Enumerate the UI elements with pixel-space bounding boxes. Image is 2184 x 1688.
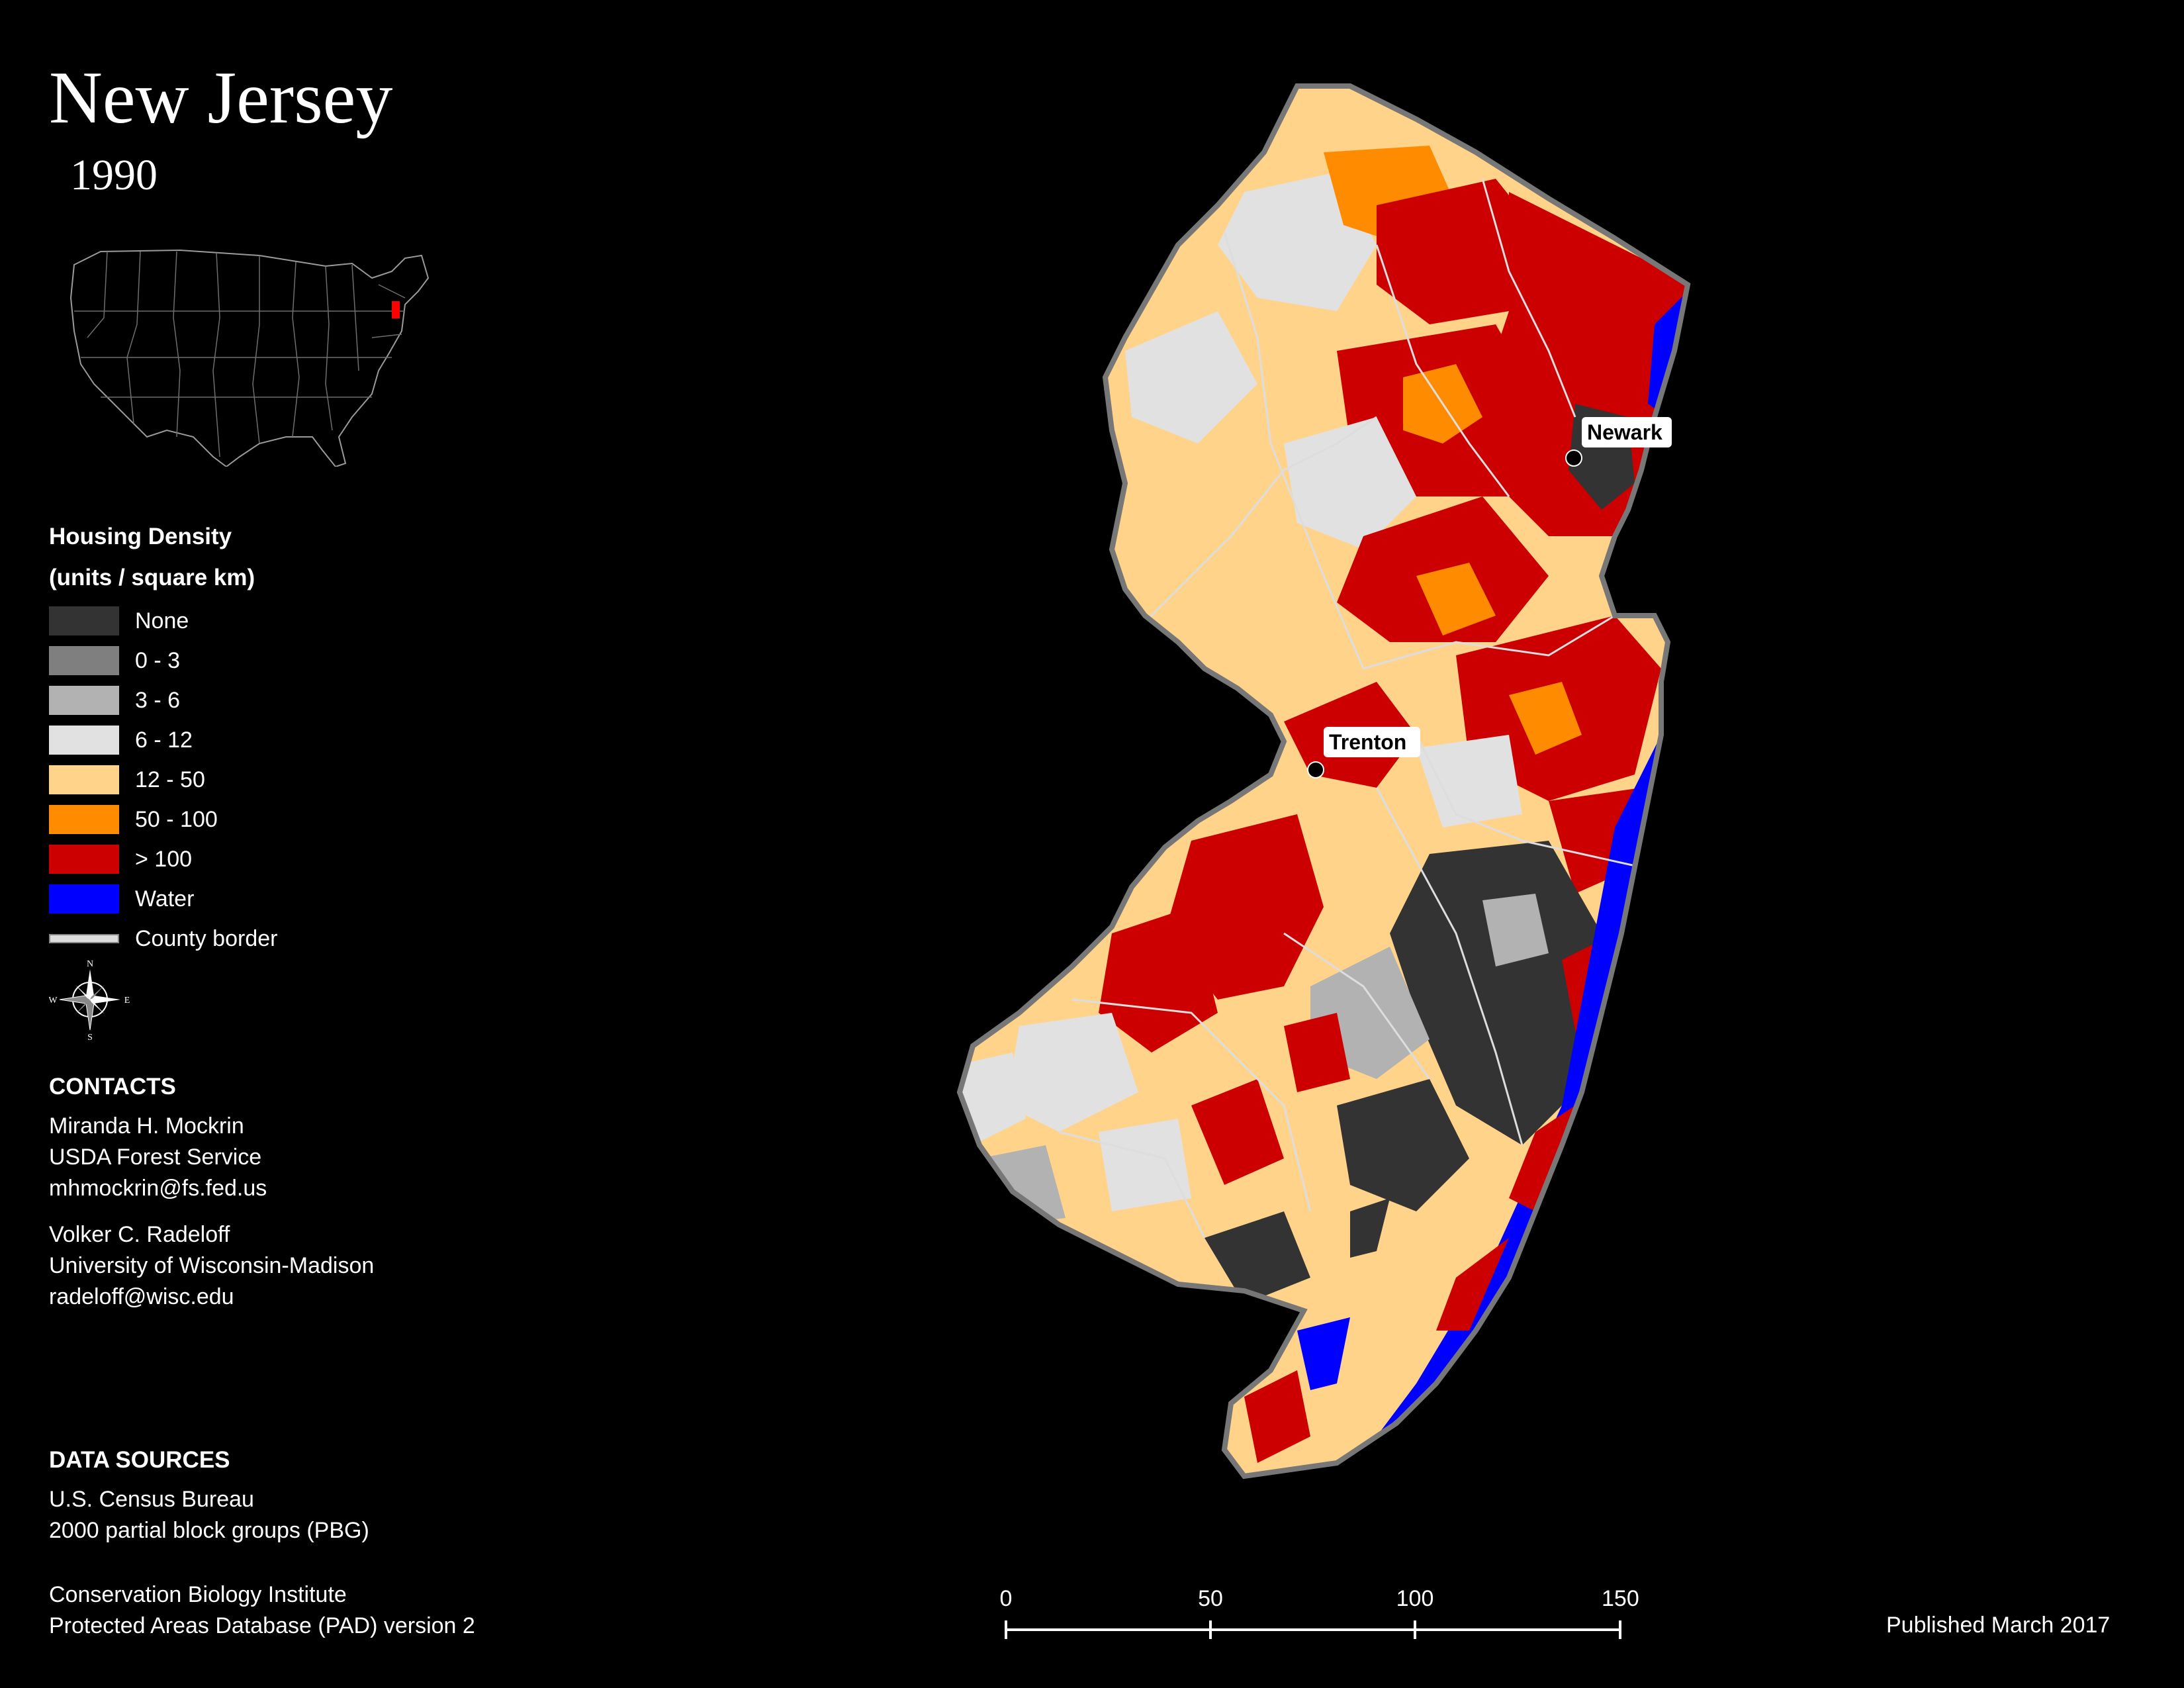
compass-e: E	[124, 996, 130, 1006]
legend-item-3-6: 3 - 6	[49, 680, 277, 720]
us-locator-map	[69, 249, 430, 467]
data-source-census: U.S. Census Bureau 2000 partial block gr…	[49, 1484, 369, 1546]
published-date: Published March 2017	[1886, 1613, 2111, 1638]
contact-org: USDA Forest Service	[49, 1145, 262, 1170]
map-year: 1990	[70, 151, 158, 199]
legend-swatch	[49, 726, 119, 755]
contact-org: University of Wisconsin-Madison	[49, 1253, 375, 1278]
legend-item-water: Water	[49, 879, 277, 919]
contact-email: mhmockrin@fs.fed.us	[49, 1176, 267, 1201]
legend-swatch	[49, 884, 119, 914]
contact-name: Miranda H. Mockrin	[49, 1113, 244, 1139]
city-label-newark: Newark	[1587, 420, 1662, 444]
legend-swatch-border	[49, 934, 119, 943]
legend-item-50-100: 50 - 100	[49, 800, 277, 839]
compass-n: N	[87, 959, 93, 969]
compass-s: S	[87, 1033, 93, 1041]
legend-item-county-border: County border	[49, 919, 277, 959]
state-outline	[956, 83, 1691, 1479]
legend-swatch	[49, 805, 119, 834]
us-state-borders	[74, 251, 406, 457]
new-jersey-highlight	[392, 301, 400, 318]
legend-swatch	[49, 765, 119, 794]
us-outline	[69, 249, 430, 467]
scale-tick-150: 150 km	[1602, 1586, 1641, 1611]
source-line: U.S. Census Bureau	[49, 1487, 254, 1512]
source-line: Protected Areas Database (PAD) version 2	[49, 1613, 475, 1638]
legend-swatch	[49, 686, 119, 715]
scale-tick-100: 100	[1396, 1586, 1434, 1611]
city-marker-trenton: Trenton	[1307, 727, 1420, 778]
contacts-heading: CONTACTS	[49, 1074, 176, 1100]
map-title: New Jersey	[49, 57, 393, 139]
compass-w: W	[49, 996, 58, 1006]
scale-tick-0: 0	[1000, 1586, 1013, 1611]
legend-item-0-3: 0 - 3	[49, 641, 277, 680]
legend-title: Housing Density (units / square km)	[49, 516, 255, 598]
legend-title-line1: Housing Density	[49, 524, 232, 549]
contact-email: radeloff@wisc.edu	[49, 1284, 234, 1309]
legend-title-line2: (units / square km)	[49, 565, 255, 590]
contact-mockrin: Miranda H. Mockrin USDA Forest Service m…	[49, 1111, 267, 1204]
compass-rose-icon: N S W E	[49, 959, 130, 1041]
legend-item-none: None	[49, 601, 277, 641]
scale-bar: 0 50 100 150 km	[1000, 1586, 1641, 1639]
data-sources-heading: DATA SOURCES	[49, 1447, 230, 1473]
legend-swatch	[49, 646, 119, 675]
contact-name: Volker C. Radeloff	[49, 1222, 230, 1247]
legend-item-12-50: 12 - 50	[49, 760, 277, 800]
legend-swatch	[49, 606, 119, 635]
data-source-cbi: Conservation Biology Institute Protected…	[49, 1579, 475, 1642]
contact-radeloff: Volker C. Radeloff University of Wiscons…	[49, 1219, 374, 1313]
scale-tick-50: 50	[1198, 1586, 1223, 1611]
city-marker-newark: Newark	[1565, 417, 1672, 467]
source-line: 2000 partial block groups (PBG)	[49, 1518, 369, 1543]
city-label-trenton: Trenton	[1329, 730, 1406, 754]
legend-item-over-100: > 100	[49, 839, 277, 879]
source-line: Conservation Biology Institute	[49, 1582, 347, 1607]
legend-item-6-12: 6 - 12	[49, 720, 277, 760]
density-patches	[960, 86, 1688, 1476]
new-jersey-density-map: Newark Trenton	[956, 83, 1691, 1479]
legend: None 0 - 3 3 - 6 6 - 12 12 - 50 50 - 100…	[49, 601, 277, 959]
legend-swatch	[49, 845, 119, 874]
